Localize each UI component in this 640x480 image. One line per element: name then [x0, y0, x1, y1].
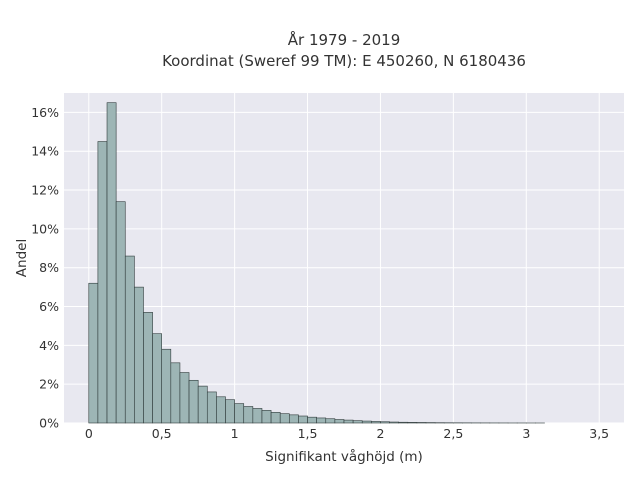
histogram-bar [216, 396, 226, 424]
histogram-bar [152, 333, 163, 424]
histogram-bar [106, 102, 117, 424]
y-tick-label: 14% [31, 144, 59, 159]
histogram-bar [352, 420, 363, 424]
histogram-bar [225, 399, 235, 424]
histogram-bars [88, 102, 545, 424]
histogram-bar [143, 312, 153, 424]
x-tick-label: 2 [376, 426, 384, 441]
chart-title-line1: År 1979 - 2019 [288, 30, 401, 49]
y-tick-labels: 0% 2% 4% 6% 8% 10% 12% 14% 16% [31, 105, 59, 431]
x-tick-label: 1,5 [298, 426, 318, 441]
histogram-bar [407, 422, 418, 424]
histogram-bar [170, 362, 181, 424]
histogram-bar [371, 421, 381, 424]
x-axis-label: Signifikant våghöjd (m) [265, 448, 423, 465]
histogram-bar [298, 415, 308, 424]
histogram-bar [179, 372, 190, 424]
histogram-bar [161, 348, 172, 424]
histogram-bar [270, 412, 281, 424]
histogram-bar [134, 286, 144, 424]
chart-title-line2: Koordinat (Sweref 99 TM): E 450260, N 61… [162, 52, 526, 70]
histogram-bar [316, 417, 327, 424]
x-tick-label: 0,5 [152, 426, 172, 441]
histogram-bar [243, 406, 254, 424]
histogram-bar [279, 413, 290, 424]
histogram-bar [97, 141, 108, 424]
histogram-bar [206, 391, 217, 424]
y-tick-label: 10% [31, 221, 59, 236]
histogram-bar [115, 201, 126, 424]
y-tick-label: 12% [31, 183, 59, 198]
histogram-bar [389, 421, 399, 424]
y-tick-label: 6% [39, 299, 59, 314]
histogram-bar [234, 403, 245, 424]
x-tick-label: 2,5 [443, 426, 463, 441]
histogram-bar [289, 414, 299, 424]
histogram-bar [325, 418, 336, 424]
y-tick-label: 4% [39, 338, 59, 353]
x-tick-label: 0 [85, 426, 93, 441]
histogram-bar [197, 385, 208, 424]
y-tick-label: 0% [39, 416, 59, 431]
y-axis-label: Andel [14, 239, 30, 277]
x-tick-labels: 0 0,5 1 1,5 2 2,5 3 3,5 [85, 426, 609, 441]
x-tick-label: 3 [522, 426, 530, 441]
histogram-bar [261, 410, 272, 424]
histogram-bar [188, 379, 199, 424]
histogram-bar [124, 255, 135, 424]
x-tick-label: 3,5 [589, 426, 609, 441]
histogram-bar [88, 282, 99, 424]
histogram-bar [307, 416, 317, 424]
histogram-bar [343, 419, 354, 424]
y-tick-label: 2% [39, 377, 59, 392]
histogram-bar [334, 419, 345, 424]
histogram-bar [398, 421, 409, 424]
histogram-bar [380, 421, 390, 424]
histogram-bar [252, 408, 263, 424]
x-tick-label: 1 [231, 426, 239, 441]
histogram-bar [361, 420, 372, 424]
y-tick-label: 16% [31, 105, 59, 120]
y-tick-label: 8% [39, 260, 59, 275]
